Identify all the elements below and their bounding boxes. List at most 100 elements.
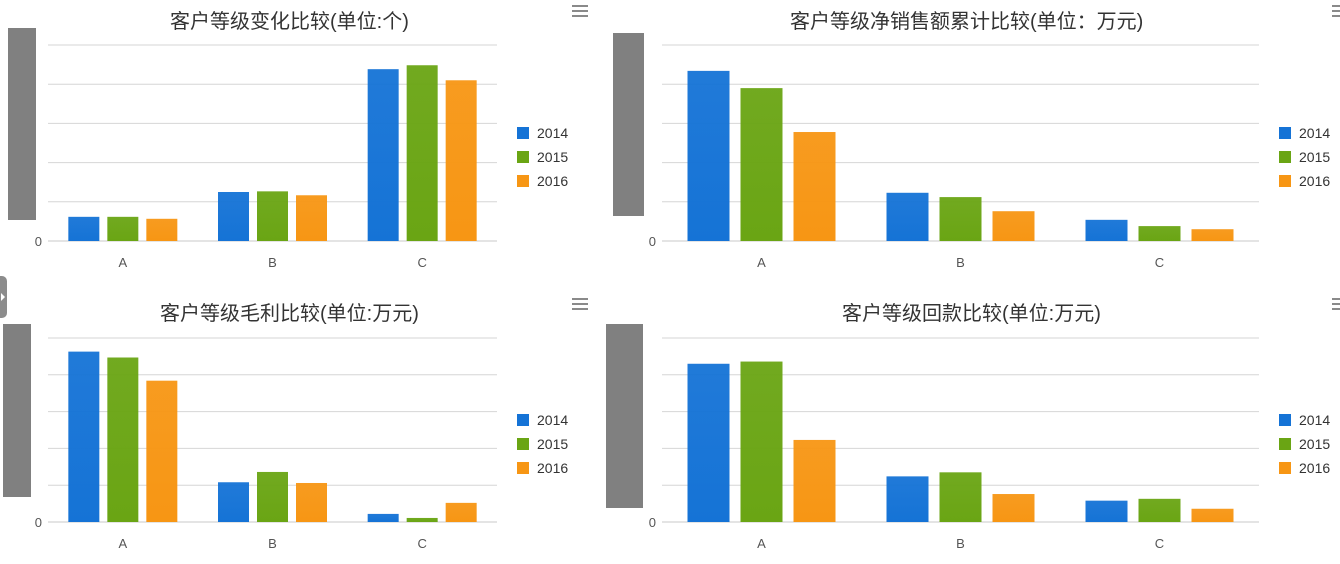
axis-mask-overlay: [3, 324, 31, 497]
bar-chart: 0 A B C: [8, 28, 497, 270]
x-tick-label: C: [417, 255, 426, 270]
y-tick-label: 0: [35, 515, 42, 530]
legend-swatch: [1279, 462, 1291, 474]
axis-mask-overlay: [8, 28, 36, 220]
legend-label: 2016: [537, 173, 569, 189]
legend-swatch: [517, 175, 529, 187]
legend-swatch: [517, 414, 529, 426]
chart-menu-icon[interactable]: [1332, 298, 1340, 312]
legend-label: 2014: [1299, 412, 1331, 428]
bar-2015-C[interactable]: [1138, 498, 1181, 522]
legend-item-2015[interactable]: 2015: [1279, 145, 1330, 169]
chart-panel-payment-collection: 客户等级回款比较(单位:万元) 0 A B C 2014 2015 2016: [606, 290, 1340, 564]
x-tick-label: A: [118, 536, 127, 551]
bar-2014-C[interactable]: [367, 69, 399, 241]
legend-swatch: [517, 127, 529, 139]
bar-2016-A[interactable]: [146, 218, 178, 241]
bar-2014-C[interactable]: [367, 513, 399, 522]
chart-panel-net-sales: 客户等级净销售额累计比较(单位：万元) 0 A B C 2014 2015 2016: [610, 0, 1340, 282]
bar-2015-B[interactable]: [939, 472, 982, 522]
chart-menu-icon[interactable]: [572, 298, 588, 312]
bar-2014-A[interactable]: [687, 70, 730, 241]
bar-2016-C[interactable]: [445, 502, 477, 522]
x-tick-label: A: [757, 536, 766, 551]
x-tick-label: C: [1155, 536, 1164, 551]
bar-2014-A[interactable]: [68, 216, 100, 241]
legend-item-2015[interactable]: 2015: [1279, 432, 1330, 456]
chart-title: 客户等级净销售额累计比较(单位：万元): [790, 11, 1144, 33]
bar-2015-B[interactable]: [257, 471, 288, 522]
legend-item-2014[interactable]: 2014: [1279, 121, 1330, 145]
chart-menu-icon[interactable]: [572, 5, 588, 19]
x-tick-label: C: [1155, 255, 1164, 270]
chart-panel-gross-profit: 客户等级毛利比较(单位:万元) 0 A B C 2014 2015 2016: [0, 290, 600, 564]
bar-2015-B[interactable]: [939, 197, 982, 241]
bar-2016-A[interactable]: [793, 132, 836, 241]
legend-item-2016[interactable]: 2016: [517, 169, 568, 193]
axis-mask-overlay: [606, 324, 643, 508]
y-tick-label: 0: [649, 234, 656, 249]
chart-legend: 2014 2015 2016: [517, 408, 568, 480]
bar-2016-B[interactable]: [296, 482, 327, 522]
y-tick-label: 0: [35, 234, 42, 249]
bar-2014-B[interactable]: [218, 482, 249, 522]
bar-2014-B[interactable]: [886, 192, 929, 241]
legend-label: 2014: [1299, 125, 1331, 141]
bar-2016-C[interactable]: [445, 80, 477, 241]
legend-swatch: [1279, 438, 1291, 450]
legend-label: 2016: [1299, 173, 1331, 189]
bar-2015-A[interactable]: [740, 361, 783, 522]
bar-2016-A[interactable]: [146, 380, 178, 522]
bar-2015-A[interactable]: [740, 88, 783, 242]
bar-2015-C[interactable]: [406, 65, 438, 242]
legend-item-2015[interactable]: 2015: [517, 432, 568, 456]
legend-swatch: [517, 438, 529, 450]
bar-2016-C[interactable]: [1191, 229, 1234, 241]
bar-2016-A[interactable]: [793, 439, 836, 522]
legend-label: 2015: [537, 436, 569, 452]
side-collapse-tab[interactable]: [0, 276, 7, 318]
legend-label: 2015: [1299, 149, 1331, 165]
bar-2016-C[interactable]: [1191, 508, 1234, 522]
bar-2014-B[interactable]: [886, 476, 929, 522]
legend-label: 2014: [537, 125, 569, 141]
bar-2016-B[interactable]: [992, 494, 1035, 522]
x-tick-label: C: [417, 536, 426, 551]
bar-2015-C[interactable]: [1138, 226, 1181, 241]
bar-2014-C[interactable]: [1085, 500, 1128, 522]
chart-legend: 2014 2015 2016: [1279, 121, 1330, 193]
legend-item-2014[interactable]: 2014: [517, 121, 568, 145]
x-tick-label: B: [956, 536, 965, 551]
bar-2016-B[interactable]: [296, 195, 327, 241]
chart-title: 客户等级回款比较(单位:万元): [842, 303, 1101, 325]
bar-2015-A[interactable]: [107, 357, 139, 522]
chart-menu-icon[interactable]: [1332, 5, 1340, 19]
bar-chart: 0 A B C: [606, 324, 1259, 551]
y-tick-label: 0: [649, 515, 656, 530]
legend-label: 2015: [537, 149, 569, 165]
x-tick-label: B: [268, 255, 277, 270]
axis-mask-overlay: [613, 33, 644, 216]
legend-item-2016[interactable]: 2016: [1279, 169, 1330, 193]
legend-item-2014[interactable]: 2014: [517, 408, 568, 432]
legend-item-2014[interactable]: 2014: [1279, 408, 1330, 432]
bar-2016-B[interactable]: [992, 211, 1035, 241]
chart-legend: 2014 2015 2016: [517, 121, 568, 193]
legend-item-2016[interactable]: 2016: [1279, 456, 1330, 480]
legend-swatch: [517, 462, 529, 474]
bar-2014-A[interactable]: [687, 363, 730, 522]
chart-legend: 2014 2015 2016: [1279, 408, 1330, 480]
bar-2015-B[interactable]: [257, 191, 288, 241]
legend-label: 2014: [537, 412, 569, 428]
x-tick-label: A: [118, 255, 127, 270]
bar-2015-C[interactable]: [406, 517, 438, 522]
bar-2014-A[interactable]: [68, 351, 100, 522]
legend-item-2016[interactable]: 2016: [517, 456, 568, 480]
bar-2014-C[interactable]: [1085, 219, 1128, 241]
bar-2014-B[interactable]: [218, 192, 249, 241]
bar-2015-A[interactable]: [107, 216, 139, 241]
bar-chart: 0 A B C: [3, 324, 497, 551]
legend-label: 2015: [1299, 436, 1331, 452]
legend-item-2015[interactable]: 2015: [517, 145, 568, 169]
chart-panel-customer-level-count: 客户等级变化比较(单位:个) 0 A B C 2014 2015 2016: [0, 0, 600, 282]
